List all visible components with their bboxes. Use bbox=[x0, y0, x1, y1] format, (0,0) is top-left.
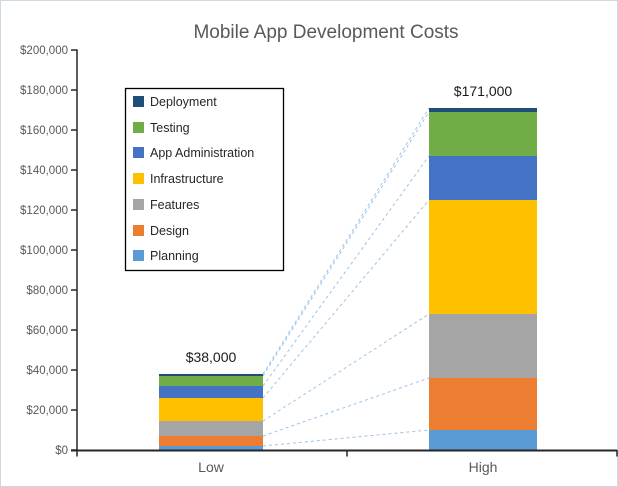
category-label-low: Low bbox=[198, 459, 225, 475]
bars-layer bbox=[159, 108, 537, 450]
series-connector-line bbox=[262, 199, 430, 399]
legend-item[interactable]: Deployment bbox=[133, 95, 217, 109]
bar-segment-high-infrastructure[interactable] bbox=[429, 200, 537, 314]
bar-segment-high-app-administration[interactable] bbox=[429, 156, 537, 200]
series-connector-lines bbox=[262, 107, 430, 447]
legend-label: Design bbox=[150, 224, 189, 238]
legend-swatch-infrastructure bbox=[133, 173, 144, 184]
y-tick-label: $180,000 bbox=[20, 85, 68, 97]
series-connector-line bbox=[262, 429, 430, 447]
y-tick-label: $40,000 bbox=[26, 365, 68, 377]
y-tick-label: $140,000 bbox=[20, 165, 68, 177]
legend-item[interactable]: App Administration bbox=[133, 146, 254, 160]
legend-swatch-planning bbox=[133, 250, 144, 261]
legend-swatch-testing bbox=[133, 122, 144, 133]
legend-item[interactable]: Planning bbox=[133, 249, 199, 263]
bar-segment-high-planning[interactable] bbox=[429, 430, 537, 450]
legend-label: Planning bbox=[150, 249, 199, 263]
bar-segment-high-testing[interactable] bbox=[429, 112, 537, 156]
bar-segment-high-features[interactable] bbox=[429, 314, 537, 378]
y-tick-label: $120,000 bbox=[20, 205, 68, 217]
series-connector-line bbox=[262, 377, 430, 437]
category-label-high: High bbox=[469, 459, 498, 475]
legend-item[interactable]: Infrastructure bbox=[133, 172, 224, 186]
series-connector-line bbox=[262, 111, 430, 377]
legend-label: Deployment bbox=[150, 95, 217, 109]
legend-label: App Administration bbox=[150, 146, 254, 160]
y-tick-label: $200,000 bbox=[20, 45, 68, 57]
legend-item[interactable]: Features bbox=[133, 198, 199, 212]
legend-item[interactable]: Design bbox=[133, 224, 189, 238]
legend-swatch-design bbox=[133, 225, 144, 236]
legend-swatch-app-administration bbox=[133, 147, 144, 158]
legend-item[interactable]: Testing bbox=[133, 121, 190, 135]
series-connector-line bbox=[262, 155, 430, 387]
bar-segment-high-design[interactable] bbox=[429, 378, 537, 430]
legend-label: Testing bbox=[150, 121, 190, 135]
bar-segment-low-infrastructure[interactable] bbox=[159, 398, 263, 421]
bar-segment-low-design[interactable] bbox=[159, 436, 263, 446]
bar-segment-low-app-administration[interactable] bbox=[159, 386, 263, 398]
bar-segment-low-planning[interactable] bbox=[159, 446, 263, 450]
legend-box bbox=[124, 87, 285, 272]
y-axis-labels: $0 $20,000 $40,000 $60,000 $80,000 $100,… bbox=[20, 45, 68, 457]
y-tick-label: $160,000 bbox=[20, 125, 68, 137]
chart-title: Mobile App Development Costs bbox=[193, 22, 458, 43]
legend-label: Features bbox=[150, 198, 199, 212]
bar-segment-high-deployment[interactable] bbox=[429, 108, 537, 112]
legend-swatch-deployment bbox=[133, 96, 144, 107]
y-tick-label: $0 bbox=[55, 445, 68, 457]
legend-label: Infrastructure bbox=[150, 172, 224, 186]
series-connector-line bbox=[262, 107, 430, 375]
bar-segment-low-features[interactable] bbox=[159, 421, 263, 436]
legend-swatch-features bbox=[133, 199, 144, 210]
y-tick-label: $60,000 bbox=[26, 325, 68, 337]
y-tick-label: $100,000 bbox=[20, 245, 68, 257]
bar-segment-low-testing[interactable] bbox=[159, 376, 263, 386]
y-tick-label: $20,000 bbox=[26, 405, 68, 417]
bar-segment-low-deployment[interactable] bbox=[159, 374, 263, 376]
legend[interactable]: Deployment Testing App Administration In… bbox=[124, 87, 285, 272]
series-connector-line bbox=[262, 313, 430, 422]
data-label-low-total: $38,000 bbox=[186, 349, 237, 365]
data-label-high-total: $171,000 bbox=[454, 83, 513, 99]
y-tick-label: $80,000 bbox=[26, 285, 68, 297]
